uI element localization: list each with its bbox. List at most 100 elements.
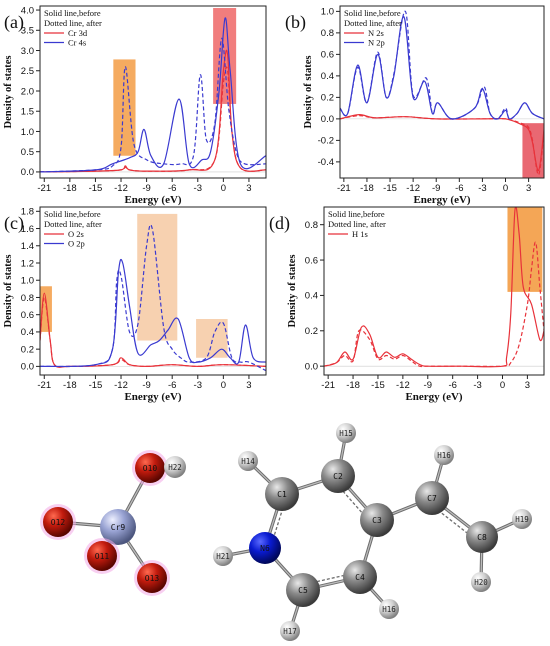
atom-h16: H16: [434, 445, 454, 465]
series-cr-4s-solid: [40, 17, 266, 173]
highlight-region: [137, 213, 178, 341]
atom-c8: C8: [466, 521, 498, 553]
legend-entry: O 2s: [68, 229, 84, 239]
atom-sphere: [286, 573, 320, 607]
x-tick-label: -15: [89, 380, 103, 391]
atom-o12: O12: [40, 504, 76, 540]
x-tick-label: -21: [321, 380, 335, 391]
atom-c1: C1: [265, 477, 299, 511]
y-tick-label: 0.6: [305, 255, 318, 266]
y-tick-label: 2.5: [21, 66, 34, 77]
atom-c2: C2: [321, 459, 355, 493]
atom-h17: H17: [280, 621, 300, 641]
x-tick-label: -6: [455, 183, 463, 194]
y-tick-label: 0.0: [21, 362, 34, 373]
atom-label: C5: [298, 586, 308, 595]
x-tick-label: -15: [89, 183, 103, 194]
x-tick-label: -15: [371, 380, 385, 391]
y-tick-label: 0.8: [305, 220, 318, 231]
x-tick-label: -9: [142, 380, 150, 391]
atom-h14: H14: [238, 451, 258, 471]
atom-label: Cr9: [111, 523, 126, 532]
y-tick-label: 0.2: [21, 344, 34, 355]
x-tick-label: 3: [525, 380, 530, 391]
x-axis-label: Energy (eV): [124, 391, 181, 403]
x-tick-label: -9: [432, 183, 440, 194]
series-n-2s-dotted: [340, 114, 544, 176]
atom-sphere: [100, 509, 136, 545]
atom-sphere: [137, 563, 167, 593]
y-tick-label: 0.8: [21, 293, 34, 304]
highlight-region: [196, 319, 228, 358]
atom-sphere: [238, 451, 258, 471]
y-tick-label: 1.0: [21, 276, 34, 287]
atom-sphere: [87, 541, 117, 571]
y-tick-label: 0.8: [321, 28, 334, 39]
series-n-2s-solid: [340, 113, 544, 172]
legend-entry: Cr 3d: [68, 28, 88, 38]
x-tick-label: -21: [37, 183, 51, 194]
atom-cr9: Cr9: [100, 509, 136, 545]
chromate-molecule: Cr9 O10 O11 O12 O13 H22: [40, 450, 186, 596]
legend-header: Solid line,before: [44, 209, 101, 219]
atom-c7: C7: [415, 481, 449, 515]
x-tick-label: 0: [500, 380, 505, 391]
atom-c5: C5: [286, 573, 320, 607]
atom-h21: H21: [213, 546, 233, 566]
y-tick-label: -0.2: [318, 136, 334, 147]
x-tick-label: -9: [424, 380, 432, 391]
y-tick-label: 1.8: [21, 207, 34, 218]
plot-frame: [339, 5, 545, 179]
plot-frame: [39, 5, 267, 179]
legend-entry: N 2p: [368, 38, 385, 48]
y-tick-label: 0.6: [21, 310, 34, 321]
y-tick-label: 0.0: [305, 361, 318, 372]
atom-c3: C3: [360, 503, 394, 537]
series-cr-4s-dotted: [40, 37, 266, 173]
atom-sphere: [280, 621, 300, 641]
x-tick-label: -18: [63, 380, 77, 391]
atom-label: C2: [333, 472, 343, 481]
atom-label: H20: [474, 578, 488, 587]
y-axis-label: Density of states: [3, 56, 14, 129]
y-tick-label: 3.5: [21, 26, 34, 37]
x-tick-label: -21: [337, 183, 351, 194]
atom-label: H14: [241, 457, 255, 466]
atom-label: C4: [355, 573, 365, 582]
y-tick-label: 0.4: [305, 291, 318, 302]
panel-label: (d): [269, 213, 290, 234]
x-tick-label: 0: [221, 183, 226, 194]
atom-sphere: [265, 477, 299, 511]
legend-header: Dotted line, after: [44, 219, 102, 229]
series-h-1s-solid: [324, 207, 544, 368]
atom-sphere: [466, 521, 498, 553]
y-tick-label: 1.6: [21, 224, 34, 235]
y-tick-label: 0.4: [21, 327, 34, 338]
y-tick-label: -0.4: [318, 157, 334, 168]
legend-header: Solid line,before: [344, 8, 401, 18]
y-tick-label: 3.0: [21, 46, 34, 57]
atom-sphere: [512, 509, 532, 529]
x-tick-label: -12: [114, 380, 128, 391]
x-tick-label: -6: [168, 183, 176, 194]
legend-entry: N 2s: [368, 28, 384, 38]
x-axis-label: Energy (eV): [124, 194, 181, 206]
panel-label: (a): [4, 12, 24, 33]
molecule-structures: Cr9 O10 O11 O12 O13 H22 C1 C2 C3 C4 C5 N6 C7 C8 H14 H15…: [40, 423, 532, 641]
atom-o10: O10: [132, 450, 168, 486]
x-axis-label: Energy (eV): [405, 391, 462, 403]
atom-o11: O11: [84, 538, 120, 574]
x-tick-label: -12: [114, 183, 128, 194]
x-tick-label: -18: [346, 380, 360, 391]
atom-sphere: [213, 546, 233, 566]
atom-label: H16: [437, 451, 451, 460]
x-tick-label: 0: [221, 380, 226, 391]
y-tick-label: 1.4: [21, 241, 34, 252]
x-tick-label: -3: [473, 380, 481, 391]
y-tick-label: 0.0: [321, 114, 334, 125]
series-h-1s-dotted: [324, 241, 544, 368]
x-tick-label: -18: [63, 183, 77, 194]
vinylpyridinium-molecule: C1 C2 C3 C4 C5 N6 C7 C8 H14 H15 H16 H16 H17 H19 H20 H21: [213, 423, 532, 641]
atom-label: H19: [515, 515, 529, 524]
